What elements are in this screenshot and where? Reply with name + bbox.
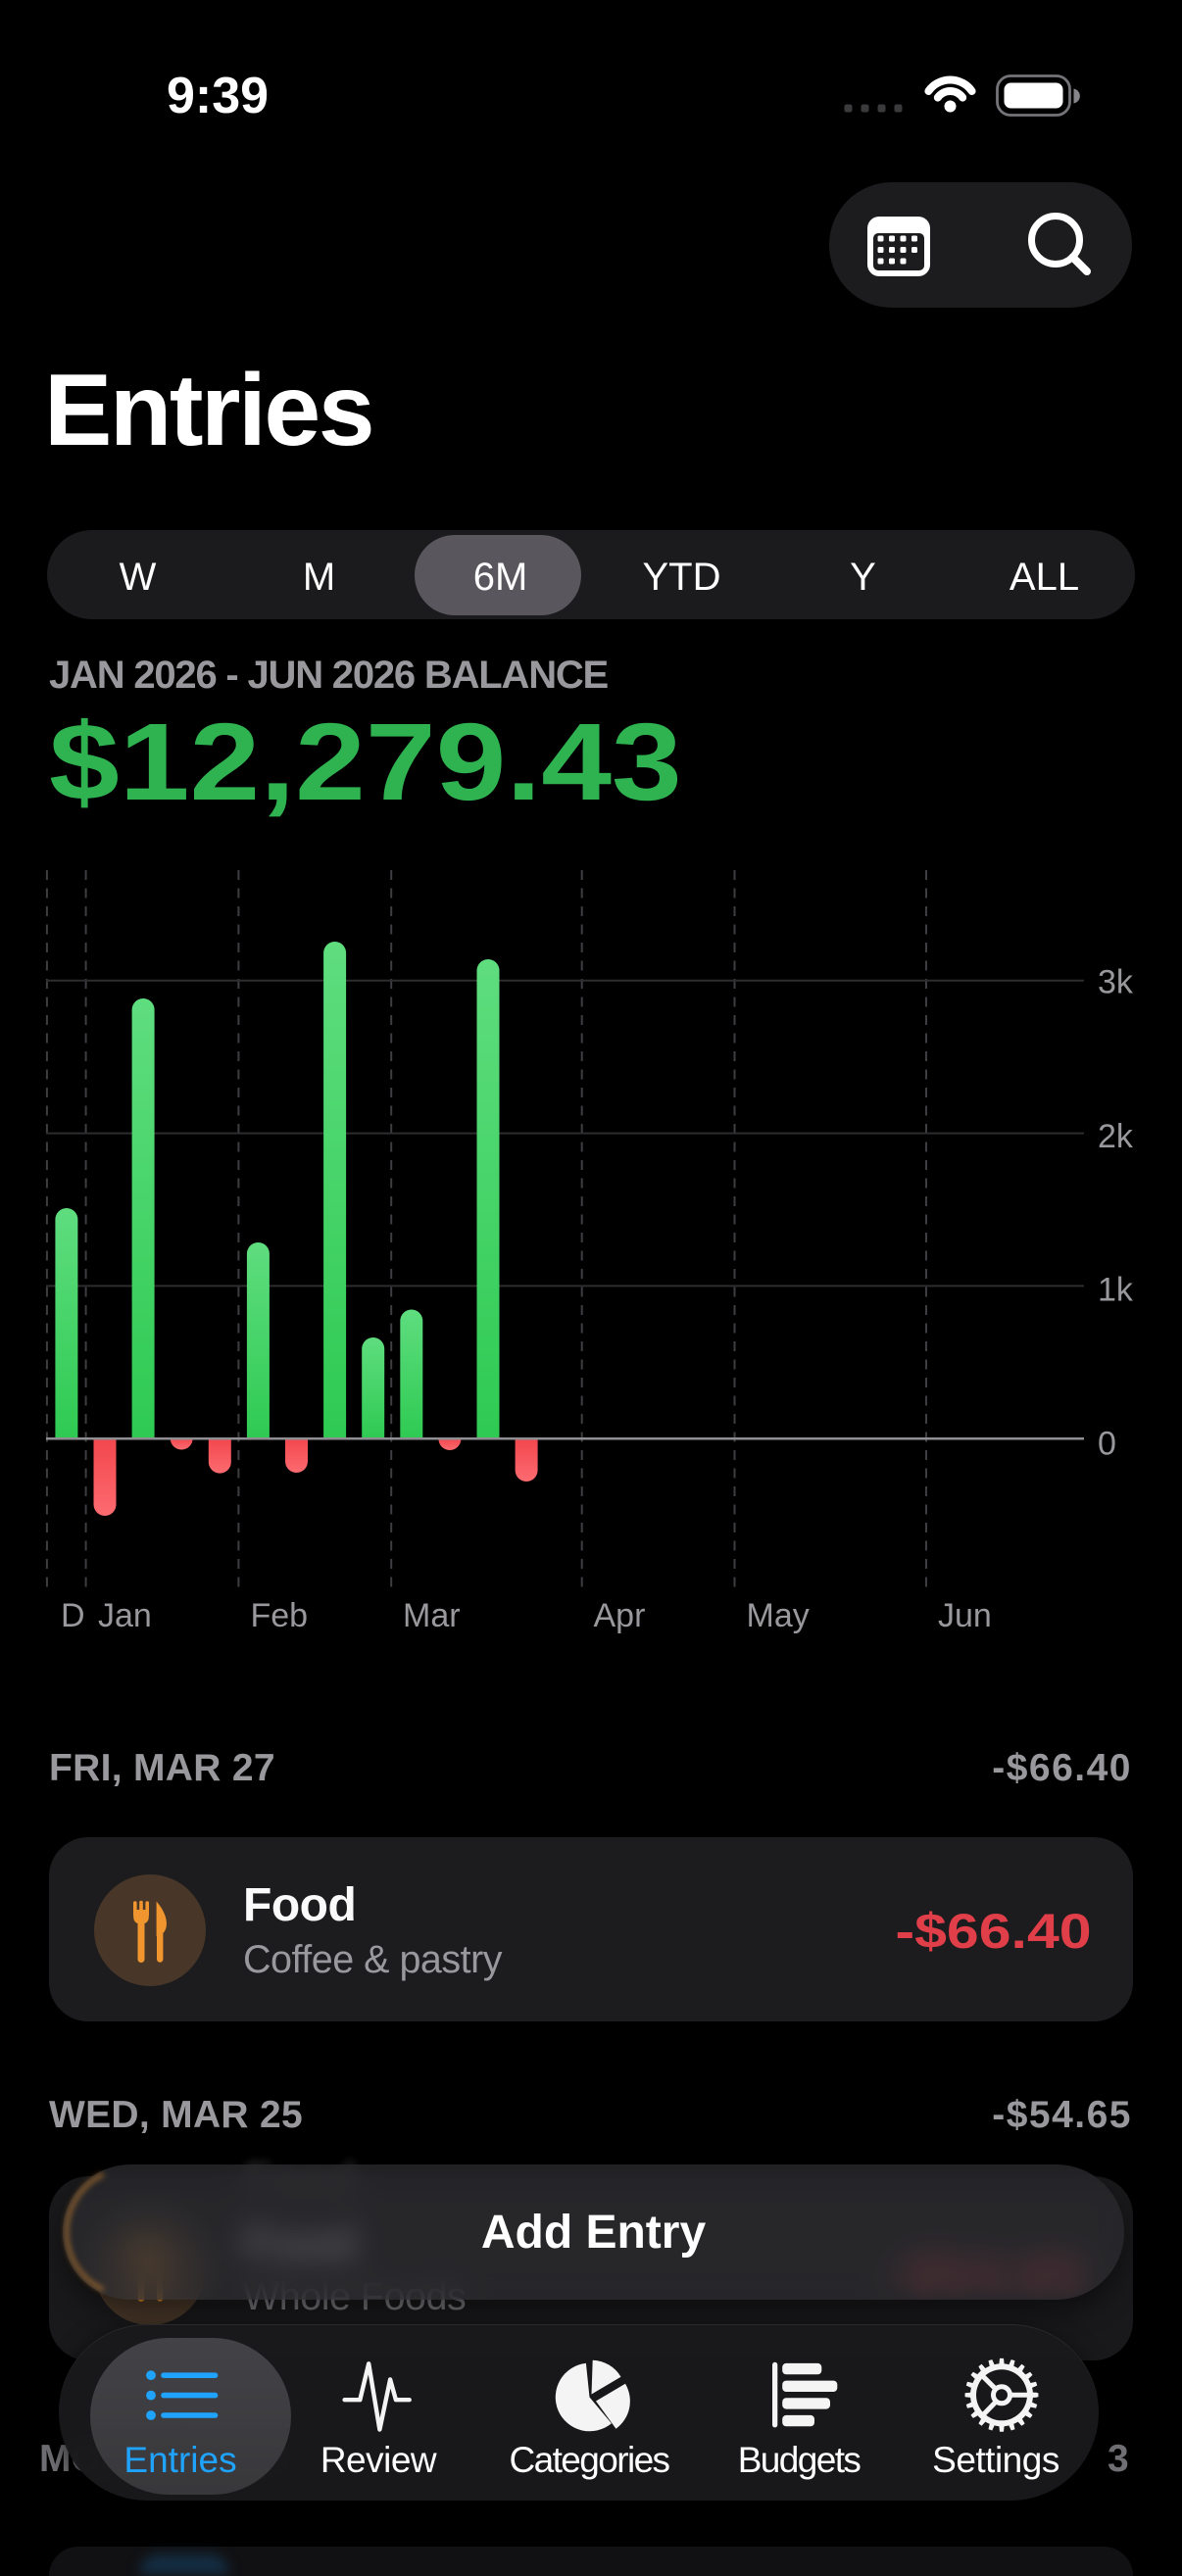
- svg-text:0: 0: [1098, 1426, 1116, 1463]
- svg-text:Feb: Feb: [251, 1597, 309, 1634]
- svg-text:Jun: Jun: [938, 1597, 992, 1634]
- svg-text:1k: 1k: [1098, 1272, 1134, 1309]
- svg-text:3k: 3k: [1098, 964, 1134, 1001]
- svg-text:2k: 2k: [1098, 1118, 1134, 1155]
- svg-text:Jan: Jan: [98, 1597, 152, 1634]
- svg-text:May: May: [747, 1597, 810, 1634]
- svg-text:Apr: Apr: [594, 1597, 646, 1634]
- svg-text:D: D: [61, 1597, 85, 1634]
- svg-text:Mar: Mar: [403, 1597, 461, 1634]
